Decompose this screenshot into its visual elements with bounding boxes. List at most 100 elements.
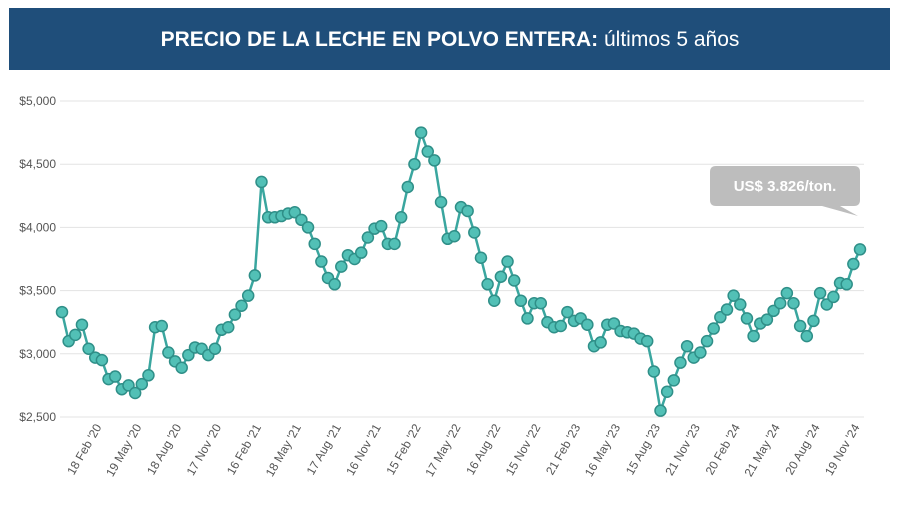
marker <box>361 231 375 244</box>
marker <box>315 255 328 268</box>
marker <box>222 321 235 334</box>
marker <box>800 329 814 343</box>
marker <box>787 296 800 310</box>
marker <box>594 336 607 349</box>
marker <box>514 294 528 307</box>
marker <box>241 289 255 302</box>
marker <box>840 278 853 291</box>
marker <box>228 308 242 321</box>
marker <box>421 145 434 158</box>
marker <box>69 328 82 342</box>
x-tick-label: 18 Aug '20 <box>144 421 184 477</box>
title-banner <box>9 8 890 70</box>
y-tick-label: $4,500 <box>19 157 56 171</box>
marker <box>208 342 222 355</box>
marker <box>793 319 807 333</box>
annotation: US$ 3.826/ton. <box>734 178 837 195</box>
x-tick-label: 19 Nov '24 <box>822 421 863 478</box>
x-tick-label: 19 May '20 <box>103 421 144 479</box>
marker <box>807 314 820 328</box>
x-tick-label: 21 Nov '23 <box>662 421 703 478</box>
y-tick-label: $2,500 <box>19 410 56 424</box>
x-tick-label: 15 Nov '22 <box>503 421 544 478</box>
marker <box>561 305 574 319</box>
marker <box>448 229 461 243</box>
marker <box>108 370 122 383</box>
marker <box>488 294 501 307</box>
marker <box>847 257 860 271</box>
marker <box>521 312 534 325</box>
marker <box>461 204 474 218</box>
x-tick-label: 17 Aug '21 <box>304 421 344 477</box>
marker <box>374 219 388 233</box>
marker <box>128 386 142 400</box>
marker <box>707 322 720 335</box>
x-tick-label: 16 Feb '21 <box>224 421 264 477</box>
marker <box>328 278 341 291</box>
marker <box>394 211 408 224</box>
title-sub: últimos 5 años <box>604 28 739 51</box>
marker <box>301 221 315 234</box>
x-tick-label: 15 Aug '23 <box>623 421 663 477</box>
x-tick-label: 20 Aug '24 <box>782 421 822 477</box>
marker <box>827 290 840 304</box>
marker <box>474 251 488 264</box>
chart-title: PRECIO DE LA LECHE EN POLVO ENTERA: últi… <box>161 28 740 51</box>
x-tick-label: 17 May '22 <box>422 421 463 479</box>
marker <box>494 270 508 283</box>
marker <box>680 339 694 353</box>
x-tick-label: 16 Nov '21 <box>343 421 384 478</box>
marker <box>640 334 654 348</box>
marker <box>175 361 188 374</box>
marker <box>255 175 268 189</box>
marker <box>401 180 415 194</box>
marker <box>773 296 787 310</box>
marker <box>780 286 794 300</box>
marker <box>468 226 481 239</box>
marker <box>720 303 734 316</box>
marker <box>667 374 681 387</box>
marker <box>507 274 521 287</box>
y-tick-label: $4,000 <box>19 220 56 234</box>
marker <box>82 342 95 355</box>
marker <box>501 255 514 268</box>
marker <box>162 346 175 359</box>
marker <box>355 246 368 259</box>
x-tick-label: 20 Feb '24 <box>703 421 743 477</box>
marker <box>554 319 567 333</box>
marker <box>647 365 661 378</box>
marker <box>75 318 89 331</box>
marker <box>388 237 401 251</box>
callout-box <box>710 166 860 216</box>
grid: $2,500 $3,000 $3,500 $4,000 $4,500 $5,000 18 F… <box>19 94 864 479</box>
marker <box>55 305 69 319</box>
annotation-callout: US$ 3.826/ton. <box>710 166 860 216</box>
marker <box>414 126 428 139</box>
x-tick-label: 15 Feb '22 <box>383 421 423 477</box>
marker <box>481 278 494 291</box>
x-tick-label: 17 Nov '20 <box>184 421 225 478</box>
title-main: PRECIO DE LA LECHE EN POLVO ENTERA: <box>161 28 599 51</box>
marker <box>135 377 149 391</box>
marker <box>408 157 421 171</box>
x-tick-label: 18 May '21 <box>263 421 304 479</box>
marker <box>813 286 827 300</box>
marker <box>660 385 674 398</box>
marker <box>654 404 667 417</box>
marker <box>727 289 740 302</box>
marker <box>95 353 109 367</box>
marker <box>142 369 155 382</box>
marker <box>700 334 714 348</box>
marker <box>853 243 867 256</box>
marker <box>694 346 707 359</box>
marker <box>740 312 754 325</box>
x-tick-label: 21 Feb '23 <box>543 421 583 477</box>
marker <box>734 298 747 311</box>
x-tick-label: 16 Aug '22 <box>463 421 503 477</box>
marker <box>155 319 168 333</box>
marker <box>335 260 348 273</box>
marker <box>308 237 321 251</box>
marker <box>581 318 594 331</box>
x-tick-label: 21 May '24 <box>742 421 783 479</box>
